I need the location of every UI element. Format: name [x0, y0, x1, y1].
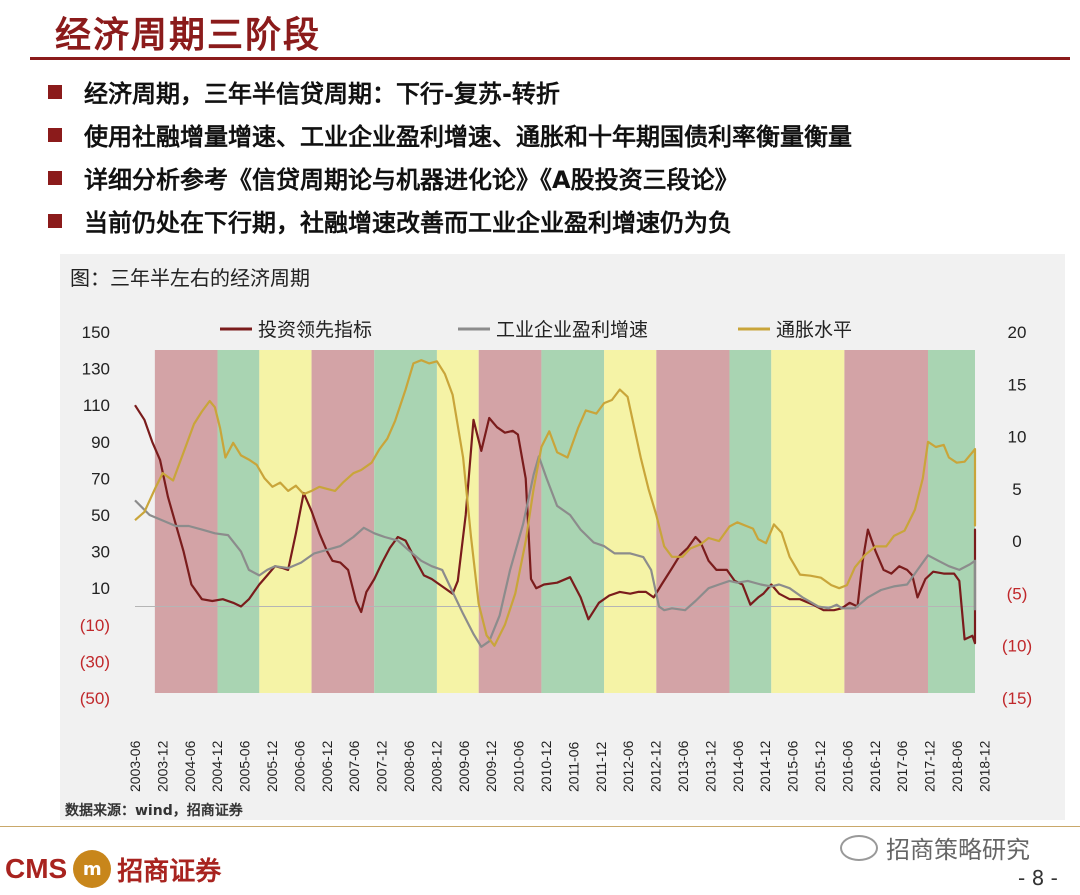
phase-band — [259, 350, 312, 693]
bullet-square-icon — [48, 84, 62, 99]
logo-cn: 招商证券 — [117, 856, 222, 887]
phase-band — [217, 350, 260, 693]
bullet-item: 详细分析参考《信贷周期论与机器进化论》《A股投资三段论》 — [48, 156, 852, 199]
series-line — [134, 359, 977, 647]
phase-band — [771, 350, 845, 693]
x-axis-tick: 2010-12 — [538, 740, 554, 792]
x-axis-tick: 2006-12 — [319, 740, 335, 792]
series-line — [134, 455, 977, 648]
slide-title: 经济周期三阶段 — [55, 15, 322, 56]
right-axis-tick: 5 — [1012, 480, 1021, 499]
bullet-text: 当前仍处在下行期，社融增速改善而工业企业盈利增速仍为负 — [84, 209, 732, 237]
chart-caption: 图：三年半左右的经济周期 — [70, 266, 310, 290]
wechat-account: 招商策略研究 — [886, 836, 1030, 864]
data-source: 数据来源：wind，招商证券 — [65, 803, 243, 819]
x-axis-tick: 2013-12 — [702, 740, 718, 792]
left-axis-tick: 130 — [82, 360, 110, 379]
bullet-text: 使用社融增量增速、工业企业盈利增速、通胀和十年期国债利率衡量衡量 — [84, 123, 852, 151]
x-axis-tick: 2017-12 — [922, 740, 938, 792]
x-axis-tick: 2015-06 — [785, 740, 801, 792]
bullet-square-icon — [48, 170, 62, 185]
phase-band — [541, 350, 605, 693]
right-axis-tick: 15 — [1008, 375, 1027, 394]
phase-band — [478, 350, 542, 693]
bullet-square-icon — [48, 213, 62, 228]
left-axis-tick: (10) — [80, 616, 110, 635]
x-axis-tick: 2003-06 — [127, 740, 143, 792]
x-axis-tick: 2017-06 — [894, 740, 910, 792]
right-axis-tick: 20 — [1008, 323, 1027, 342]
x-axis-tick: 2010-06 — [511, 740, 527, 792]
x-axis-tick: 2009-12 — [483, 740, 499, 792]
bullet-square-icon — [48, 127, 62, 142]
left-axis-tick: 30 — [91, 543, 110, 562]
x-axis-tick: 2015-12 — [812, 740, 828, 792]
right-axis-tick: 0 — [1012, 532, 1021, 551]
x-axis-tick: 2012-06 — [620, 740, 636, 792]
wechat-watermark: 招商策略研究 — [840, 830, 1030, 865]
x-axis-tick: 2018-12 — [976, 740, 992, 792]
left-axis-tick: 50 — [91, 506, 110, 525]
bullet-text: 详细分析参考《信贷周期论与机器进化论》《A股投资三段论》 — [84, 166, 739, 194]
title-divider — [30, 57, 1070, 60]
x-axis-tick: 2008-12 — [428, 740, 444, 792]
page-number: - 8 - — [1018, 866, 1058, 890]
footer-divider — [0, 826, 1080, 827]
x-axis-tick: 2006-06 — [291, 740, 307, 792]
phase-band — [604, 350, 657, 693]
right-axis-tick: 10 — [1008, 428, 1027, 447]
series-line — [134, 404, 977, 645]
x-axis-tick: 2005-06 — [237, 740, 253, 792]
wechat-icon — [840, 834, 878, 861]
x-axis-tick: 2014-12 — [757, 740, 773, 792]
legend-label: 工业企业盈利增速 — [496, 319, 648, 341]
phase-band — [729, 350, 772, 693]
left-axis-tick: 70 — [91, 469, 110, 488]
x-axis-tick: 2005-12 — [264, 740, 280, 792]
x-axis-tick: 2016-12 — [867, 740, 883, 792]
logo-en: CMS — [5, 853, 68, 884]
bullet-item: 使用社融增量增速、工业企业盈利增速、通胀和十年期国债利率衡量衡量 — [48, 113, 852, 156]
right-axis-tick: (15) — [1002, 689, 1032, 708]
left-axis-tick: (50) — [80, 689, 110, 708]
phase-band — [927, 350, 975, 693]
x-axis-tick: 2004-12 — [209, 740, 225, 792]
x-axis-tick: 2016-06 — [839, 740, 855, 792]
left-axis-tick: 90 — [91, 433, 110, 452]
x-axis-tick: 2004-06 — [182, 740, 198, 792]
x-axis-tick: 2003-12 — [154, 740, 170, 792]
left-axis-tick: 110 — [83, 396, 110, 415]
phase-band — [311, 350, 375, 693]
x-axis-tick: 2013-06 — [675, 740, 691, 792]
phase-band — [844, 350, 928, 693]
bullet-item: 经济周期，三年半信贷周期：下行-复苏-转折 — [48, 70, 852, 113]
right-axis-tick: (5) — [1007, 584, 1028, 603]
x-axis-tick: 2014-06 — [730, 740, 746, 792]
x-axis-tick: 2007-06 — [346, 740, 362, 792]
x-axis-tick: 2011-12 — [593, 741, 609, 792]
bullet-list: 经济周期，三年半信贷周期：下行-复苏-转折 使用社融增量增速、工业企业盈利增速、… — [48, 70, 852, 242]
phase-band — [656, 350, 730, 693]
x-axis-tick: 2008-06 — [401, 740, 417, 792]
logo-badge-icon: m — [73, 850, 112, 888]
x-axis-tick: 2018-06 — [949, 740, 965, 792]
left-axis-tick: (30) — [80, 652, 110, 671]
company-logo: CMS m 招商证券 — [5, 850, 221, 888]
x-axis-tick: 2011-06 — [565, 741, 581, 792]
legend-label: 投资领先指标 — [258, 319, 372, 341]
right-axis-tick: (10) — [1002, 637, 1032, 656]
x-axis-tick: 2009-06 — [456, 740, 472, 792]
x-axis-tick: 2012-12 — [648, 740, 664, 792]
left-axis-tick: 150 — [82, 323, 110, 342]
phase-band — [436, 350, 479, 693]
bullet-text: 经济周期，三年半信贷周期：下行-复苏-转折 — [84, 80, 560, 108]
bullet-item: 当前仍处在下行期，社融增速改善而工业企业盈利增速仍为负 — [48, 199, 852, 242]
phase-band — [374, 350, 437, 693]
legend-label: 通胀水平 — [776, 319, 852, 341]
left-axis-tick: 10 — [91, 579, 110, 598]
x-axis-tick: 2007-12 — [374, 740, 390, 792]
